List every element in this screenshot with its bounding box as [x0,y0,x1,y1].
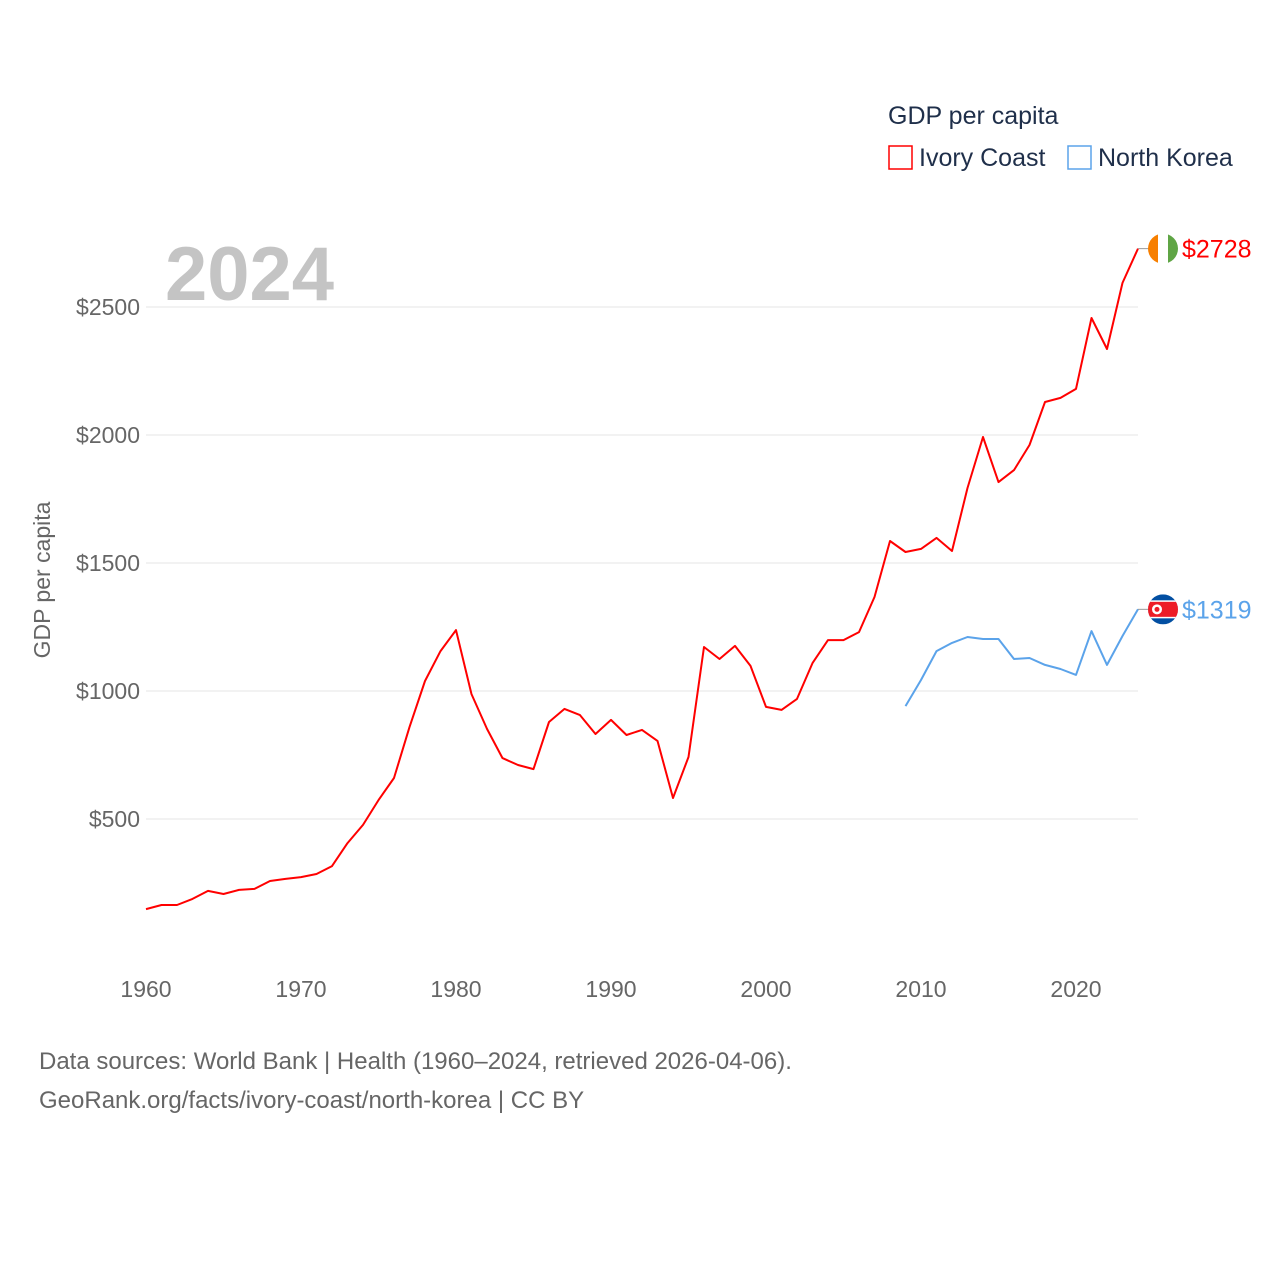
legend-label: Ivory Coast [919,144,1045,172]
legend-swatch [888,145,913,170]
y-tick-label: $1000 [76,678,140,704]
source-link[interactable]: GeoRank.org/facts/ivory-coast/north-kore… [39,1087,584,1114]
x-tick-label: 1980 [430,976,481,1002]
end-value-label: $1319 [1182,596,1252,624]
flag [1148,233,1178,264]
x-tick-label: 1960 [120,976,171,1002]
x-tick-label: 1970 [275,976,326,1002]
flag [1148,594,1178,625]
series-lines [145,248,1139,911]
flag-star [1154,606,1160,612]
x-axis: 1960 1970 1980 1990 2000 2010 2020 [120,976,1101,1002]
y-tick-label: $2500 [76,294,140,320]
legend-item-north-korea[interactable]: North Korea [1067,144,1233,172]
x-tick-label: 1990 [585,976,636,1002]
ivory-coast-flag-icon [1148,233,1178,264]
legend-swatch [1067,145,1092,170]
flag-stripe [1148,233,1158,264]
series-line-north-korea [904,608,1139,707]
north-korea-flag-icon [1148,594,1178,625]
grid [146,306,1138,820]
x-tick-label: 2010 [895,976,946,1002]
legend-title: GDP per capita [888,102,1059,130]
year-label: 2024 [165,232,334,317]
legend-label: North Korea [1098,144,1233,172]
series-line-ivory-coast [145,248,1139,911]
y-tick-label: $2000 [76,422,140,448]
flag-stripe [1168,233,1178,264]
y-tick-label: $1500 [76,550,140,576]
x-tick-label: 2000 [740,976,791,1002]
x-tick-label: 2020 [1050,976,1101,1002]
y-tick-label: $500 [89,806,140,832]
flag-stripe [1158,233,1168,264]
legend-item-ivory-coast[interactable]: Ivory Coast [888,144,1045,172]
y-axis-label: GDP per capita [29,501,55,658]
y-axis: $500 $1000 $1500 $2000 $2500 [76,294,140,832]
source-note: Data sources: World Bank | Health (1960–… [39,1048,792,1075]
end-value-label: $2728 [1182,236,1252,264]
end-labels: $2728 $1319 [1138,233,1252,625]
legend: GDP per capita Ivory Coast North Korea [888,102,1233,172]
